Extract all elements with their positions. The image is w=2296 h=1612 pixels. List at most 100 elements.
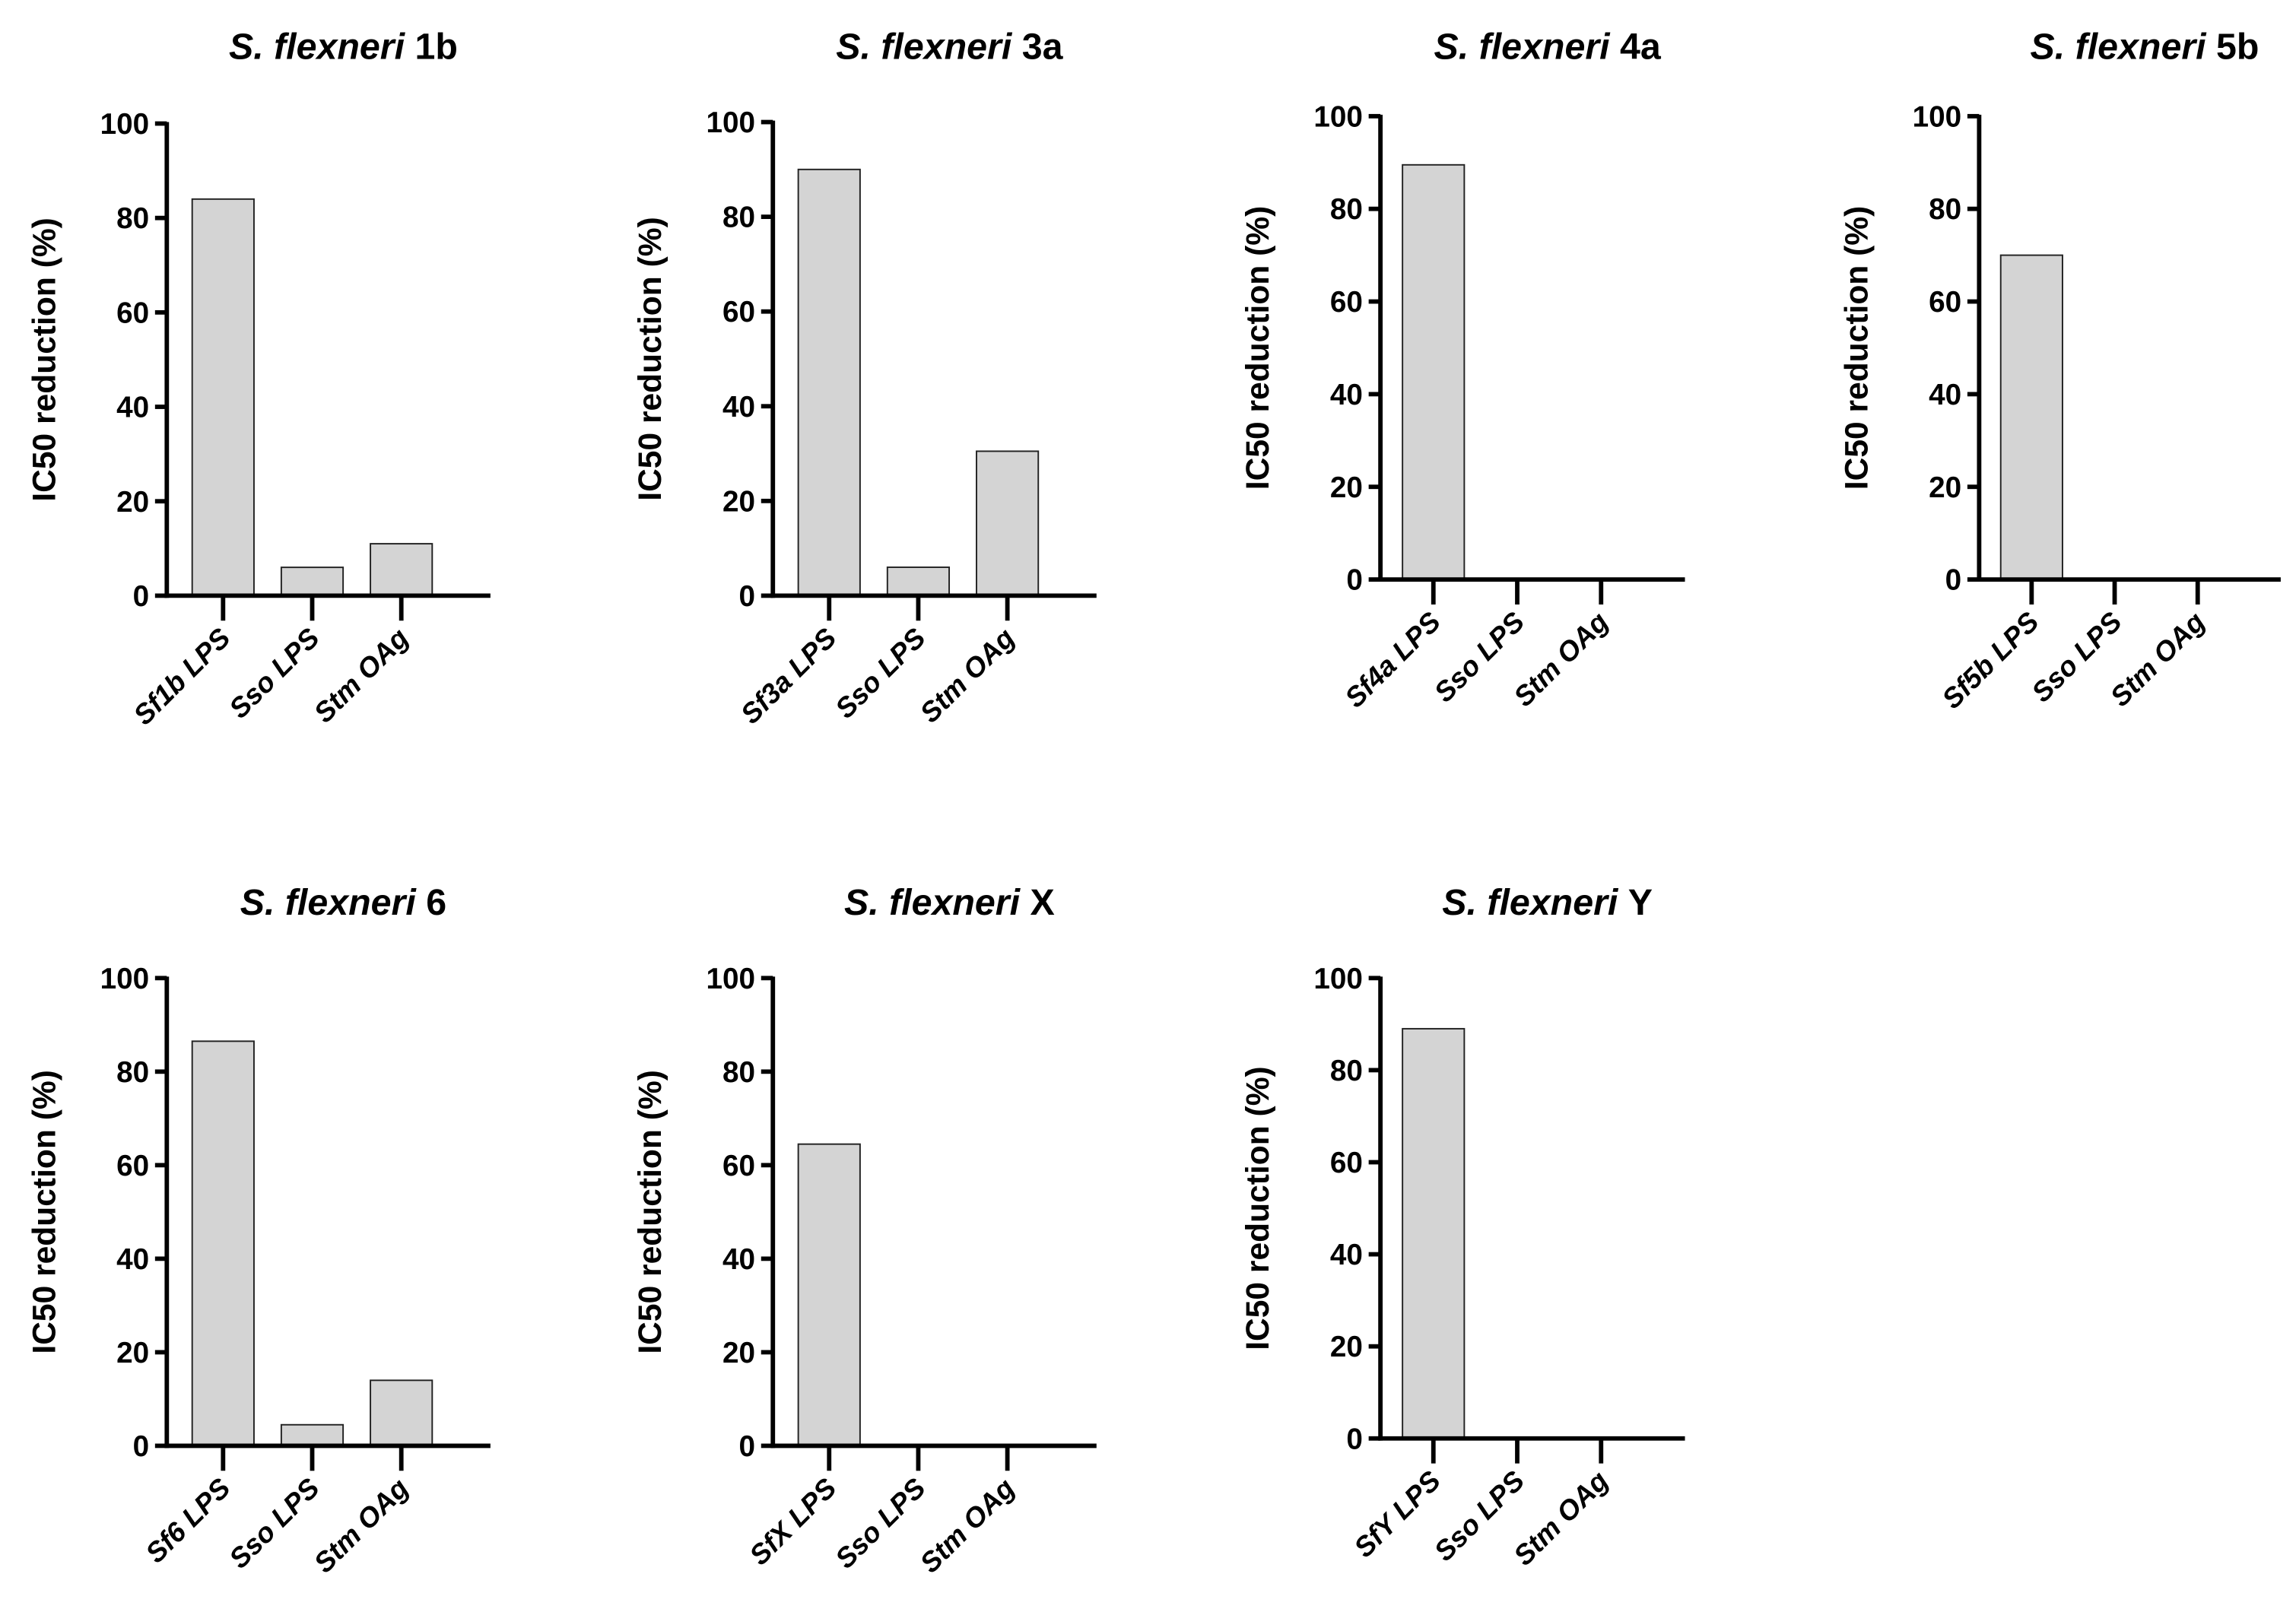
title-suffix: 5b — [2216, 26, 2259, 67]
x-tick-label: Sf5b LPS — [1936, 605, 2045, 714]
y-tick-label: 20 — [116, 486, 149, 519]
y-tick-label: 0 — [739, 1430, 756, 1463]
y-tick-label: 80 — [1330, 193, 1363, 226]
y-axis-label: IC50 reduction (%) — [1240, 206, 1276, 490]
bar — [191, 198, 255, 597]
y-tick-label: 0 — [133, 580, 150, 613]
y-tick-label: 80 — [116, 1056, 149, 1089]
panel-title: S. flexneri X — [844, 882, 1055, 923]
title-italic: S. flexneri — [1442, 882, 1619, 923]
y-axis-label: IC50 reduction (%) — [26, 217, 62, 502]
panel-title: S. flexneri 5b — [2031, 26, 2259, 67]
bar — [191, 1040, 255, 1447]
y-tick-label: 80 — [722, 202, 755, 234]
y-tick-label: 20 — [116, 1337, 149, 1369]
y-tick-label: 60 — [722, 296, 755, 328]
x-tick-label: Stm OAg — [914, 622, 1021, 728]
x-tick-label: Stm OAg — [308, 1472, 414, 1579]
bar — [370, 543, 433, 597]
bar — [280, 566, 345, 597]
y-axis-label: IC50 reduction (%) — [632, 217, 668, 501]
y-tick-label: 100 — [707, 963, 756, 995]
y-tick-label: 40 — [1330, 1239, 1363, 1271]
title-italic: S. flexneri — [229, 26, 406, 67]
y-tick-label: 20 — [1929, 471, 1961, 504]
y-tick-label: 60 — [116, 1150, 149, 1182]
panel-title: S. flexneri 1b — [229, 26, 458, 67]
bar — [886, 566, 951, 597]
y-tick-label: 40 — [116, 1243, 149, 1276]
y-tick-label: 80 — [722, 1056, 755, 1089]
title-italic: S. flexneri — [240, 882, 418, 923]
y-tick-label: 100 — [100, 963, 150, 995]
title-italic: S. flexneri — [1434, 26, 1612, 67]
y-tick-label: 80 — [116, 202, 149, 235]
y-tick-label: 0 — [739, 580, 756, 613]
bar — [370, 1379, 433, 1447]
y-tick-label: 40 — [1929, 379, 1961, 411]
y-tick-label: 20 — [1330, 1331, 1363, 1363]
title-suffix: 1b — [414, 26, 457, 67]
y-tick-label: 100 — [1313, 100, 1363, 133]
y-tick-label: 100 — [1313, 963, 1363, 995]
y-tick-label: 100 — [100, 108, 150, 141]
y-tick-label: 100 — [1913, 100, 1962, 133]
title-italic: S. flexneri — [2031, 26, 2208, 67]
x-tick-label: SfX LPS — [743, 1472, 842, 1571]
title-italic: S. flexneri — [836, 26, 1013, 67]
y-tick-label: 20 — [722, 485, 755, 518]
panel-title: S. flexneri Y — [1442, 882, 1653, 923]
panel-title: S. flexneri 3a — [836, 26, 1063, 67]
panel-title: S. flexneri 4a — [1434, 26, 1662, 67]
title-suffix: 3a — [1022, 26, 1064, 67]
y-tick-label: 60 — [722, 1150, 755, 1182]
y-axis-label: IC50 reduction (%) — [632, 1070, 668, 1354]
bar — [797, 1143, 861, 1447]
bar — [797, 168, 861, 597]
y-axis-label: IC50 reduction (%) — [1240, 1066, 1276, 1350]
title-italic: S. flexneri — [844, 882, 1021, 923]
y-tick-label: 60 — [1330, 1147, 1363, 1179]
y-tick-label: 0 — [1346, 564, 1363, 597]
y-tick-label: 20 — [722, 1337, 755, 1369]
x-tick-label: Stm OAg — [914, 1472, 1021, 1579]
y-axis-label: IC50 reduction (%) — [1838, 206, 1875, 490]
bar — [1402, 1027, 1466, 1439]
y-tick-label: 0 — [1346, 1423, 1363, 1455]
bar — [976, 450, 1040, 597]
y-tick-label: 80 — [1330, 1055, 1363, 1087]
bar — [280, 1423, 345, 1447]
x-tick-label: Sf6 LPS — [139, 1472, 237, 1569]
y-tick-label: 60 — [1330, 286, 1363, 319]
panel-title: S. flexneri 6 — [240, 882, 446, 923]
bar — [1402, 163, 1466, 581]
y-tick-label: 40 — [722, 1243, 755, 1276]
y-tick-label: 20 — [1330, 471, 1363, 504]
y-tick-label: 100 — [707, 106, 756, 139]
title-suffix: 6 — [426, 882, 446, 923]
title-suffix: 4a — [1620, 26, 1662, 67]
title-suffix: X — [1031, 882, 1055, 923]
y-tick-label: 40 — [116, 392, 149, 424]
x-tick-label: Sf3a LPS — [735, 622, 843, 730]
x-tick-label: Stm OAg — [308, 622, 414, 728]
title-suffix: Y — [1628, 882, 1653, 923]
y-tick-label: 0 — [133, 1430, 150, 1463]
y-tick-label: 80 — [1929, 193, 1961, 226]
x-tick-label: Sf1b LPS — [128, 622, 237, 731]
y-tick-label: 60 — [116, 297, 149, 329]
y-tick-label: 60 — [1929, 286, 1961, 319]
y-axis-label: IC50 reduction (%) — [26, 1070, 62, 1354]
y-tick-label: 40 — [1330, 379, 1363, 411]
y-tick-label: 0 — [1945, 564, 1962, 597]
y-tick-label: 40 — [722, 391, 755, 424]
bar — [1999, 254, 2063, 581]
